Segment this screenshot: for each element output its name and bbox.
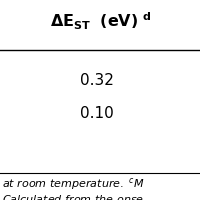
Text: $\it{Calculated\ from\ the\ onse}$: $\it{Calculated\ from\ the\ onse}$ [2,192,144,200]
Text: 0.32: 0.32 [79,73,113,87]
Text: $\mathbf{\Delta E_{ST}}$  $\mathbf{(eV)}$ $\mathbf{^{d}}$: $\mathbf{\Delta E_{ST}}$ $\mathbf{(eV)}$… [49,10,151,32]
Text: 0.10: 0.10 [79,106,113,120]
Text: $\it{at\ room\ temperature.}$ $^c\it{M}$: $\it{at\ room\ temperature.}$ $^c\it{M}$ [2,175,144,191]
